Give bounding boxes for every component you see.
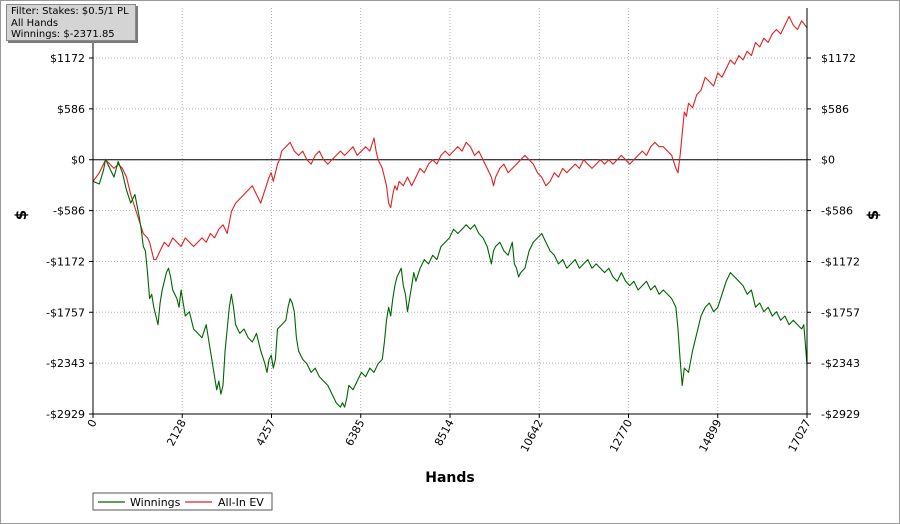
winnings-line bbox=[92, 158, 808, 408]
y-tick-label-left: -$2343 bbox=[46, 357, 85, 370]
all-in-ev-line bbox=[92, 15, 808, 261]
x-tick-label: 12770 bbox=[607, 417, 635, 454]
y-tick-label-right: -$1172 bbox=[821, 255, 860, 268]
filter-info-box: Filter: Stakes: $0.5/1 PL All Hands Winn… bbox=[6, 4, 136, 41]
legend-label-all-in-ev: All-In EV bbox=[218, 496, 264, 509]
series-layer bbox=[92, 15, 808, 408]
y-tick-label-right: $586 bbox=[821, 103, 849, 116]
y-tick-label-right: $0 bbox=[821, 154, 835, 167]
legend-label-winnings: Winnings bbox=[130, 496, 181, 509]
y-tick-label-left: $0 bbox=[71, 154, 85, 167]
y-tick-label-right: -$2929 bbox=[821, 408, 860, 421]
y-tick-label-left: $586 bbox=[57, 103, 85, 116]
x-tick-label: 14899 bbox=[697, 417, 725, 454]
x-tick-label: 6385 bbox=[343, 417, 368, 448]
y-tick-label-left: -$586 bbox=[53, 205, 85, 218]
filter-hands-text: All Hands bbox=[11, 17, 59, 29]
x-tick-label: 4257 bbox=[254, 417, 279, 448]
y-tick-label-right: -$1757 bbox=[821, 306, 860, 319]
y-tick-label-right: $1172 bbox=[821, 52, 856, 65]
grid bbox=[92, 8, 808, 415]
filter-stakes-text: Filter: Stakes: $0.5/1 PL bbox=[11, 6, 129, 17]
x-axis-title: Hands bbox=[425, 470, 475, 486]
x-tick-label: 0 bbox=[85, 417, 100, 429]
filter-winnings-text: Winnings: $-2371.85 bbox=[11, 29, 115, 40]
y-axis-title-right: $ bbox=[864, 210, 882, 220]
legend-box bbox=[92, 492, 273, 511]
y-tick-label-left: -$1757 bbox=[46, 306, 85, 319]
y-tick-label-left: -$2929 bbox=[46, 408, 85, 421]
x-tick-label: 10642 bbox=[518, 417, 546, 454]
x-tick-label: 8514 bbox=[432, 417, 457, 448]
x-tick-label: 2128 bbox=[164, 417, 189, 448]
legend: Winnings All-In EV bbox=[92, 492, 273, 511]
y-axis-title-left: $ bbox=[12, 210, 30, 220]
y-tick-label-left: $1172 bbox=[50, 52, 85, 65]
y-tick-label-right: -$2343 bbox=[821, 357, 860, 370]
y-tick-label-left: -$1172 bbox=[46, 255, 85, 268]
x-tick-label: 17027 bbox=[786, 417, 814, 454]
y-tick-label-right: -$586 bbox=[821, 205, 853, 218]
